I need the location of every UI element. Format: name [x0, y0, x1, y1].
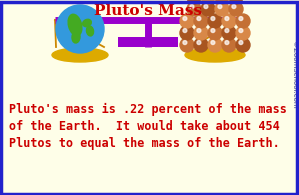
Circle shape [190, 5, 194, 9]
Circle shape [211, 41, 215, 44]
Text: Pluto's mass is .22 percent of the mass
of the Earth.  It would take about 454
P: Pluto's mass is .22 percent of the mass … [9, 103, 287, 150]
Circle shape [215, 2, 229, 16]
Circle shape [194, 26, 208, 40]
Circle shape [229, 2, 243, 16]
Circle shape [215, 0, 229, 4]
Circle shape [232, 5, 236, 9]
Circle shape [236, 14, 250, 28]
Circle shape [211, 29, 215, 33]
Circle shape [201, 0, 215, 4]
Circle shape [208, 38, 222, 52]
Circle shape [180, 26, 194, 40]
Circle shape [201, 2, 215, 16]
Circle shape [208, 14, 222, 28]
Text: Pluto's Mass: Pluto's Mass [94, 4, 202, 18]
FancyBboxPatch shape [118, 37, 178, 47]
Ellipse shape [86, 26, 94, 36]
Ellipse shape [68, 14, 82, 36]
Circle shape [183, 17, 187, 20]
Ellipse shape [185, 48, 245, 62]
Circle shape [225, 41, 229, 44]
Circle shape [183, 41, 187, 44]
Circle shape [239, 29, 243, 33]
Circle shape [197, 17, 201, 20]
Circle shape [56, 5, 104, 53]
Circle shape [222, 14, 236, 28]
Circle shape [180, 14, 194, 28]
Circle shape [225, 17, 229, 20]
Text: ©ZoomSchool.com: ©ZoomSchool.com [291, 41, 297, 109]
Ellipse shape [83, 19, 91, 27]
Ellipse shape [52, 48, 108, 62]
Circle shape [180, 38, 194, 52]
Circle shape [194, 14, 208, 28]
Circle shape [239, 17, 243, 20]
Circle shape [204, 5, 208, 9]
Circle shape [239, 41, 243, 44]
Circle shape [187, 0, 201, 4]
Circle shape [208, 26, 222, 40]
Circle shape [187, 2, 201, 16]
Circle shape [218, 5, 222, 9]
Circle shape [183, 29, 187, 33]
Circle shape [236, 26, 250, 40]
Circle shape [197, 29, 201, 33]
Circle shape [225, 29, 229, 33]
Circle shape [194, 38, 208, 52]
Ellipse shape [72, 31, 80, 43]
Circle shape [197, 41, 201, 44]
Circle shape [222, 26, 236, 40]
Circle shape [229, 0, 243, 4]
Circle shape [211, 17, 215, 20]
Circle shape [236, 38, 250, 52]
Circle shape [222, 38, 236, 52]
